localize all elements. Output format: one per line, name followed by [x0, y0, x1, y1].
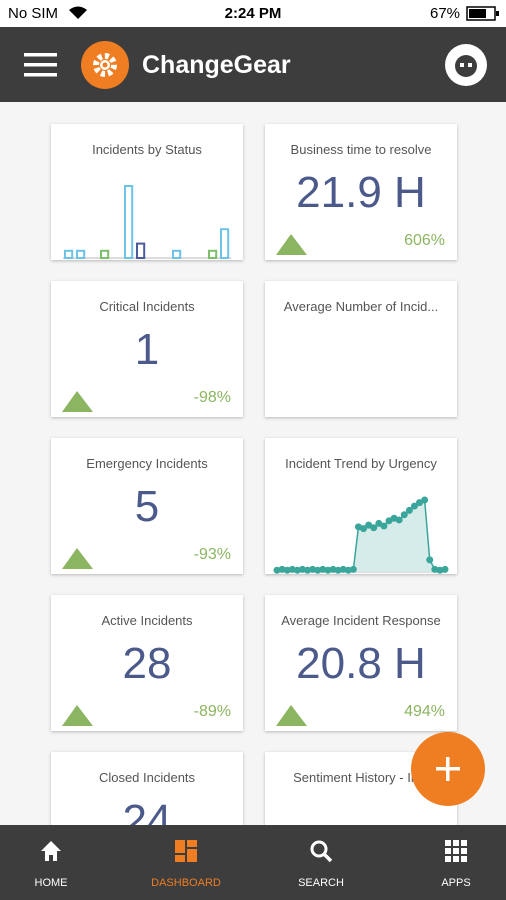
time: 2:24 PM [224, 5, 282, 22]
trend-icon [276, 705, 307, 726]
card-value: 5 [134, 482, 160, 531]
dashboard-card[interactable]: Critical Incidents 1 -98% [51, 281, 243, 417]
point [349, 565, 357, 573]
card-change: 494% [404, 703, 445, 720]
bar [136, 242, 146, 259]
mini-chart [63, 185, 231, 260]
trend-icon [276, 234, 307, 255]
app-title: ChangeGear [142, 51, 291, 79]
nav-icon [41, 841, 61, 861]
bar [220, 228, 230, 259]
point [380, 522, 388, 530]
nav-label: SEARCH [298, 877, 344, 889]
nav-icon [175, 840, 197, 862]
nav-item[interactable]: SEARCH [271, 825, 371, 900]
bar [124, 185, 134, 259]
dashboard-card[interactable]: Incidents by Status [51, 124, 243, 260]
card-value: 24 [122, 796, 172, 825]
area [277, 500, 445, 572]
bar [100, 249, 110, 260]
point [421, 496, 429, 504]
dashboard-card[interactable]: Emergency Incidents 5 -93% [51, 438, 243, 574]
card-title: Incidents by Status [92, 142, 202, 157]
nav-label: DASHBOARD [151, 877, 221, 889]
battery-icon [466, 6, 499, 21]
bar [208, 249, 218, 260]
dashboard: Incidents by Status Business time to reso… [0, 102, 506, 825]
nav-label: HOME [34, 877, 68, 889]
triangle [62, 705, 93, 726]
bar [76, 249, 86, 260]
card-value: 28 [122, 639, 172, 688]
bar [172, 249, 182, 260]
point [360, 525, 368, 533]
point [370, 524, 378, 532]
point [400, 511, 408, 519]
triangle [276, 234, 307, 255]
status-bar: No SIM 2:24 PM 67% [0, 0, 506, 27]
trend-icon [62, 548, 93, 569]
wifi-icon [69, 6, 87, 19]
card-change: -93% [193, 546, 231, 563]
triangle [62, 548, 93, 569]
card-change: -89% [193, 703, 231, 720]
triangle [62, 391, 93, 412]
nav-label: APPS [441, 877, 471, 889]
mini-chart [273, 496, 449, 574]
dashboard-card[interactable]: Average Incident Response 20.8 H 494% [265, 595, 457, 731]
nav-icon [445, 840, 467, 862]
nav-item[interactable]: HOME [1, 825, 101, 900]
profile-button[interactable] [445, 44, 487, 86]
card-title: Closed Incidents [98, 770, 196, 785]
dashboard-card[interactable]: Business time to resolve 21.9 H 606% [265, 124, 457, 260]
dashboard-card[interactable]: Incident Trend by Urgency [265, 438, 457, 574]
card-title: Incident Trend by Urgency [285, 456, 437, 471]
nav-item[interactable]: DASHBOARD [136, 825, 236, 900]
card-title: Critical Incidents [99, 299, 195, 314]
menu-button[interactable] [24, 52, 58, 78]
card-title: Business time to resolve [290, 142, 432, 157]
triangle [276, 705, 307, 726]
dashboard-card[interactable]: Closed Incidents 24 [51, 752, 243, 825]
card-change: 606% [404, 232, 445, 249]
card-value: 21.9 H [296, 168, 426, 217]
card-value: 20.8 H [296, 639, 426, 688]
bar [64, 249, 74, 260]
card-title: Average Number of Incid... [283, 299, 439, 314]
trend-icon [62, 391, 93, 412]
card-change: -98% [193, 389, 231, 406]
card-title: Sentiment History - In... [293, 770, 429, 785]
dashboard-card[interactable]: Average Number of Incid... [265, 281, 457, 417]
logo [81, 41, 129, 89]
point [441, 565, 449, 573]
app-header: ChangeGear [0, 27, 506, 102]
add-button[interactable] [409, 730, 487, 808]
trend-icon [62, 705, 93, 726]
dashboard-card[interactable]: Active Incidents 28 -89% [51, 595, 243, 731]
card-value: 1 [134, 325, 160, 374]
card-title: Average Incident Response [281, 613, 441, 628]
point [410, 502, 418, 510]
nav-icon [310, 840, 333, 863]
card-title: Emergency Incidents [86, 456, 208, 471]
point [426, 556, 434, 564]
nav-item[interactable]: APPS [406, 825, 506, 900]
card-title: Active Incidents [101, 613, 193, 628]
point [405, 506, 413, 514]
point [395, 516, 403, 524]
battery-level: 67% [430, 5, 461, 22]
carrier: No SIM [8, 5, 59, 22]
bottom-nav: HOME DASHBOARD SEARCH APPS [0, 825, 506, 900]
